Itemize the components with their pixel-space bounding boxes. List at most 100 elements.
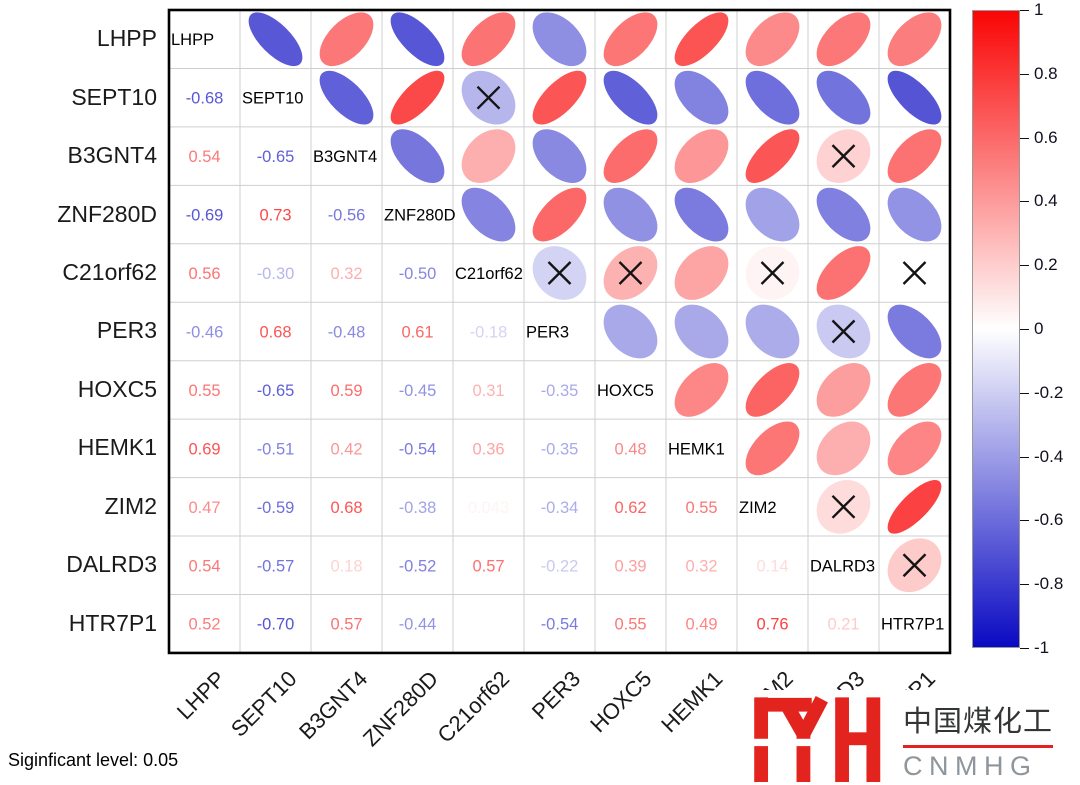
colorbar-tick-label: 0 <box>1034 319 1044 338</box>
corr-ellipse <box>887 70 942 125</box>
corr-value: -0.46 <box>186 323 224 341</box>
corr-value: -0.54 <box>399 440 437 458</box>
corr-value: 0.14 <box>756 557 788 575</box>
corr-value: -0.44 <box>399 616 437 634</box>
corr-value: 0.18 <box>330 557 362 575</box>
corr-ellipse <box>532 12 587 67</box>
corr-value: 0.32 <box>685 557 717 575</box>
corr-ellipse <box>887 187 942 242</box>
corr-value: 0.68 <box>259 323 291 341</box>
diagonal-gene-label: HEMK1 <box>668 440 725 458</box>
corr-ellipse <box>390 129 445 183</box>
corr-value: -0.69 <box>186 207 224 225</box>
corr-ellipse <box>603 70 658 125</box>
y-axis-label-htr7p1: HTR7P1 <box>68 609 157 636</box>
corr-ellipse <box>816 12 871 67</box>
corr-value: 0.54 <box>188 557 220 575</box>
corr-ellipse <box>674 12 729 67</box>
corr-value: 0.21 <box>827 616 859 634</box>
corr-value: 0.48 <box>614 440 646 458</box>
corr-value: 0.54 <box>188 148 220 166</box>
corr-ellipse <box>461 12 516 67</box>
corr-value: 0.55 <box>188 382 220 400</box>
y-axis-label-hoxc5: HOXC5 <box>77 375 157 402</box>
corr-ellipse <box>745 363 800 417</box>
colorbar-tick-label: -0.8 <box>1034 574 1064 594</box>
corr-value: -0.48 <box>328 323 366 341</box>
diagonal-gene-label: ZIM2 <box>739 499 777 517</box>
corr-value: -0.35 <box>541 382 579 400</box>
diagonal-gene-label: C21orf62 <box>455 265 523 283</box>
corr-ellipse <box>603 12 658 67</box>
corr-ellipse <box>887 421 942 476</box>
corr-value: 0.59 <box>330 382 362 400</box>
cnmhg-logo: 中国煤化工 CNMHG <box>737 690 1080 785</box>
corr-value: -0.54 <box>541 616 579 634</box>
y-axis-label-b3gnt4: B3GNT4 <box>67 142 157 169</box>
not-significant-x-mark <box>618 261 643 285</box>
colorbar-tick-label: -0.2 <box>1034 382 1064 402</box>
colorbar-tick <box>1020 73 1029 75</box>
corr-ellipse <box>816 246 871 300</box>
corr-value: 0.57 <box>330 616 362 634</box>
corr-ellipse <box>674 363 729 417</box>
corr-ellipse <box>674 70 729 125</box>
corr-ellipse <box>674 304 729 359</box>
corr-ellipse <box>816 70 871 125</box>
y-axis-label-znf280d: ZNF280D <box>57 200 157 227</box>
colorbar-tick-label: 0.4 <box>1034 191 1058 211</box>
colorbar-tick <box>1020 392 1029 394</box>
corr-value: -0.34 <box>541 499 579 517</box>
not-significant-x-mark <box>902 553 927 578</box>
corr-ellipse <box>674 129 729 183</box>
logo-text-block: 中国煤化工 CNMHG <box>903 698 1054 782</box>
corr-ellipse <box>674 246 729 300</box>
corr-ellipse <box>603 129 658 183</box>
colorbar-tick <box>1020 10 1029 11</box>
diagonal-gene-label: DALRD3 <box>810 557 875 575</box>
corr-ellipse <box>390 70 445 125</box>
corr-ellipse <box>887 129 942 183</box>
corr-value: -0.56 <box>328 207 366 225</box>
corr-value: 0.61 <box>401 323 433 341</box>
corr-value: 0.55 <box>614 616 646 634</box>
colorbar-tick-label: -0.4 <box>1034 446 1064 466</box>
corr-value: 0.39 <box>614 557 646 575</box>
corr-value: -0.18 <box>470 323 508 341</box>
colorbar: 1 0.8 0.6 0.4 0.2 0 -0.2 -0.4 -0.6 -0.8 -1 <box>972 0 1080 657</box>
not-significant-x-mark <box>902 261 927 285</box>
colorbar-tick-label: 0.6 <box>1034 127 1058 147</box>
significance-note: Siginficant level: 0.05 <box>8 750 179 770</box>
corr-ellipse <box>319 12 374 67</box>
corr-value: -0.57 <box>257 557 295 575</box>
corr-value: 0.32 <box>330 265 362 283</box>
corr-value: 0.31 <box>472 382 504 400</box>
corr-value: -0.65 <box>257 382 295 400</box>
corr-ellipse <box>745 12 800 67</box>
colorbar-tick-label: 0.8 <box>1034 63 1058 83</box>
not-significant-x-mark <box>831 319 856 344</box>
corr-value: -0.52 <box>399 557 437 575</box>
corr-value: -0.30 <box>257 265 295 283</box>
diagonal-gene-label: HOXC5 <box>597 382 654 400</box>
colorbar-tick <box>1020 648 1029 649</box>
colorbar-tick <box>1020 329 1029 330</box>
colorbar-tick <box>1020 137 1029 139</box>
corr-value: 0.043 <box>468 499 509 517</box>
y-axis-label-c21orf62: C21orf62 <box>62 259 157 286</box>
corr-value: 0.56 <box>188 265 220 283</box>
colorbar-tick-label: -0.6 <box>1034 510 1064 530</box>
y-axis-label-zim2: ZIM2 <box>104 492 157 519</box>
corr-value: 0.52 <box>188 616 220 634</box>
corr-value: -0.65 <box>257 148 295 166</box>
not-significant-x-mark <box>831 494 856 519</box>
corr-value: 0.73 <box>259 207 291 225</box>
corr-value: -0.35 <box>541 440 579 458</box>
corr-ellipse <box>532 129 587 183</box>
diagonal-gene-label: HTR7P1 <box>881 616 944 634</box>
corr-value: -0.68 <box>186 90 224 108</box>
corr-ellipse <box>816 421 871 476</box>
diagonal-gene-label: PER3 <box>526 323 569 341</box>
colorbar-tick <box>1020 456 1029 458</box>
corr-value: 0.36 <box>472 440 504 458</box>
